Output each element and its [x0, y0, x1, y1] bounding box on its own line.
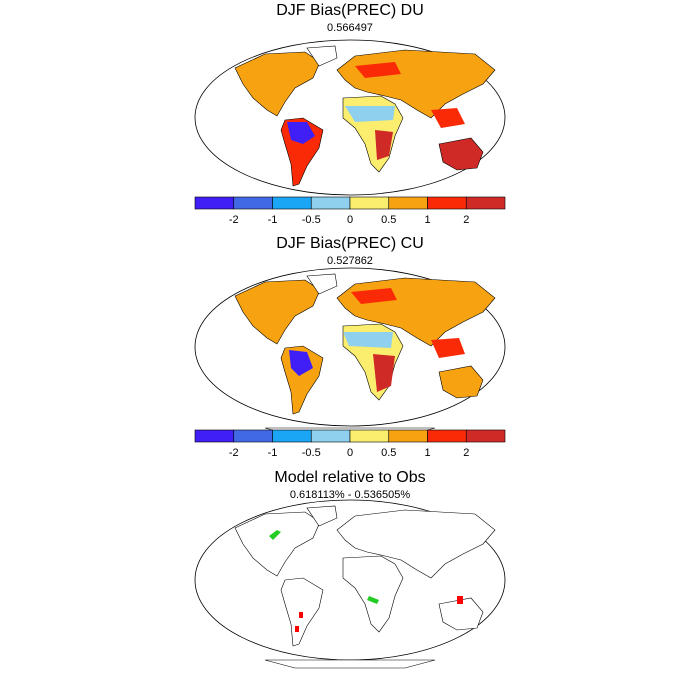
panel3-subtitle: 0.618113% - 0.536505%: [289, 489, 411, 501]
panel2-sahel-negative-bias: [343, 332, 393, 348]
panel3-eurasia-region: [336, 509, 496, 579]
panel3-difference-marker: [269, 530, 281, 540]
panel2-colorbar-tick-label: 0: [347, 447, 353, 459]
panel3-difference-marker: [299, 612, 303, 618]
panel2-colorbar-tick-label: -2: [229, 447, 239, 459]
panel2-colorbar-swatch: [465, 429, 506, 443]
panel2-maritime-bias: [431, 338, 465, 358]
panel2-colorbar-tick-label: 0.5: [381, 447, 396, 459]
panel1-colorbar-tick-label: 1: [424, 214, 430, 226]
panel1-title: DJF Bias(PREC) DU: [276, 2, 424, 19]
panel1-maritime-bias: [431, 108, 465, 128]
panel1-europe-bias: [355, 62, 401, 78]
panel1-na-region: [234, 51, 321, 117]
panel1-colorbar-tick-label: 0: [347, 214, 353, 226]
panel1-colorbar-tick-label: 0.5: [381, 214, 396, 226]
panel1-greenland-region: [306, 45, 338, 67]
panel3-title: Model relative to Obs: [274, 469, 426, 486]
panel2-colorbar-tick-label: 2: [463, 447, 469, 459]
panel2-aus-region: [438, 365, 484, 399]
panel1-colorbar-tick-label: -2: [229, 214, 239, 226]
panel2-colorbar-tick-label: 1: [424, 447, 430, 459]
panel1-aus-region: [438, 137, 484, 171]
panel3-difference-marker: [367, 596, 379, 604]
panel3-antarctica-region: [264, 659, 436, 669]
panel2-southern-africa-bias: [373, 354, 395, 392]
panel1-colorbar-tick-label: -1: [268, 214, 278, 226]
panel2-colorbar-tick-label: -1: [268, 447, 278, 459]
panel2-na-region: [234, 279, 321, 345]
panel2-colorbar-tick-label: -0.5: [302, 447, 321, 459]
panel2-subtitle: 0.527862: [327, 255, 373, 267]
panel1-colorbar-tick-label: -0.5: [302, 214, 321, 226]
panel1-colorbar-swatch: [465, 196, 506, 210]
panel1-colorbar-tick-label: 2: [463, 214, 469, 226]
panel1-southern-africa-bias: [375, 130, 393, 160]
panel3-africa-region: [342, 555, 404, 633]
panel2-greenland-region: [306, 273, 338, 295]
panel1-sahel-negative-bias: [345, 106, 395, 122]
panel3-difference-marker: [295, 626, 299, 632]
panel3-na-region: [234, 511, 321, 577]
panel2-europe-bias: [351, 288, 397, 304]
panel2-amazon-negative-bias: [289, 350, 313, 376]
panel1-amazon-negative-bias: [287, 122, 315, 144]
panel3-difference-marker: [457, 596, 463, 604]
panel3-greenland-region: [306, 505, 338, 527]
panel2-title: DJF Bias(PREC) CU: [276, 235, 424, 252]
panel1-subtitle: 0.566497: [327, 22, 373, 34]
panel3-aus-region: [438, 597, 484, 631]
